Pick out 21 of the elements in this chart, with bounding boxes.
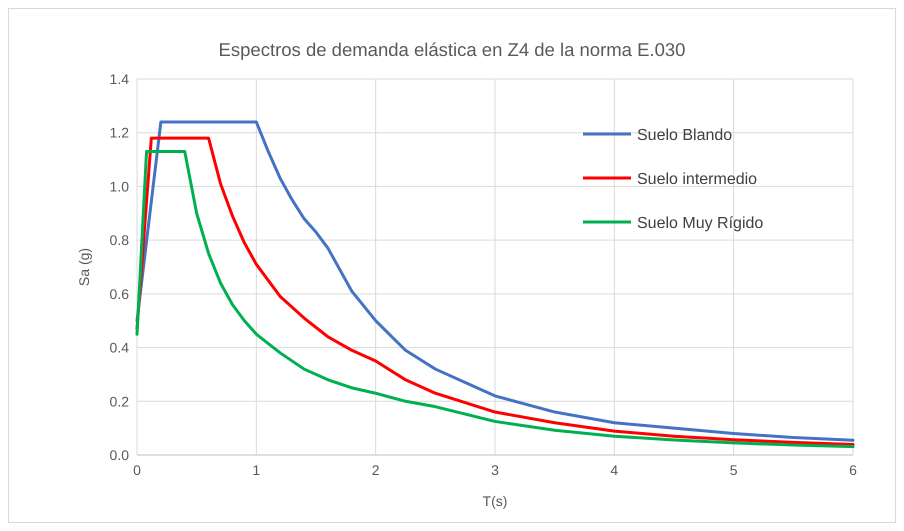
x-tick-label: 4 — [610, 462, 618, 478]
y-tick-label: 1.2 — [110, 124, 130, 141]
x-tick-label: 3 — [491, 462, 500, 478]
y-tick-label: 0.6 — [110, 286, 130, 302]
legend-label: Suelo intermedio — [637, 171, 758, 188]
chart-title: Espectros de demanda elástica en Z4 de la norma E.030 — [218, 39, 686, 60]
y-tick-label: 0.0 — [110, 447, 130, 463]
y-tick-label: 0.4 — [110, 340, 130, 356]
x-tick-label: 5 — [730, 462, 738, 478]
y-tick-label: 1.0 — [110, 178, 130, 194]
x-tick-label: 1 — [252, 462, 260, 478]
legend-label: Suelo Muy Rígido — [637, 215, 764, 232]
y-tick-label: 0.8 — [110, 232, 130, 248]
y-tick-label: 0.2 — [110, 393, 130, 410]
y-tick-label: 1.4 — [110, 71, 130, 87]
x-axis-title: T(s) — [482, 493, 508, 509]
legend-label: Suelo Blando — [637, 127, 732, 144]
y-axis-title: Sa (g) — [76, 248, 92, 286]
x-tick-label: 0 — [133, 462, 142, 478]
x-tick-label: 6 — [849, 462, 858, 478]
x-tick-label: 2 — [372, 462, 380, 478]
